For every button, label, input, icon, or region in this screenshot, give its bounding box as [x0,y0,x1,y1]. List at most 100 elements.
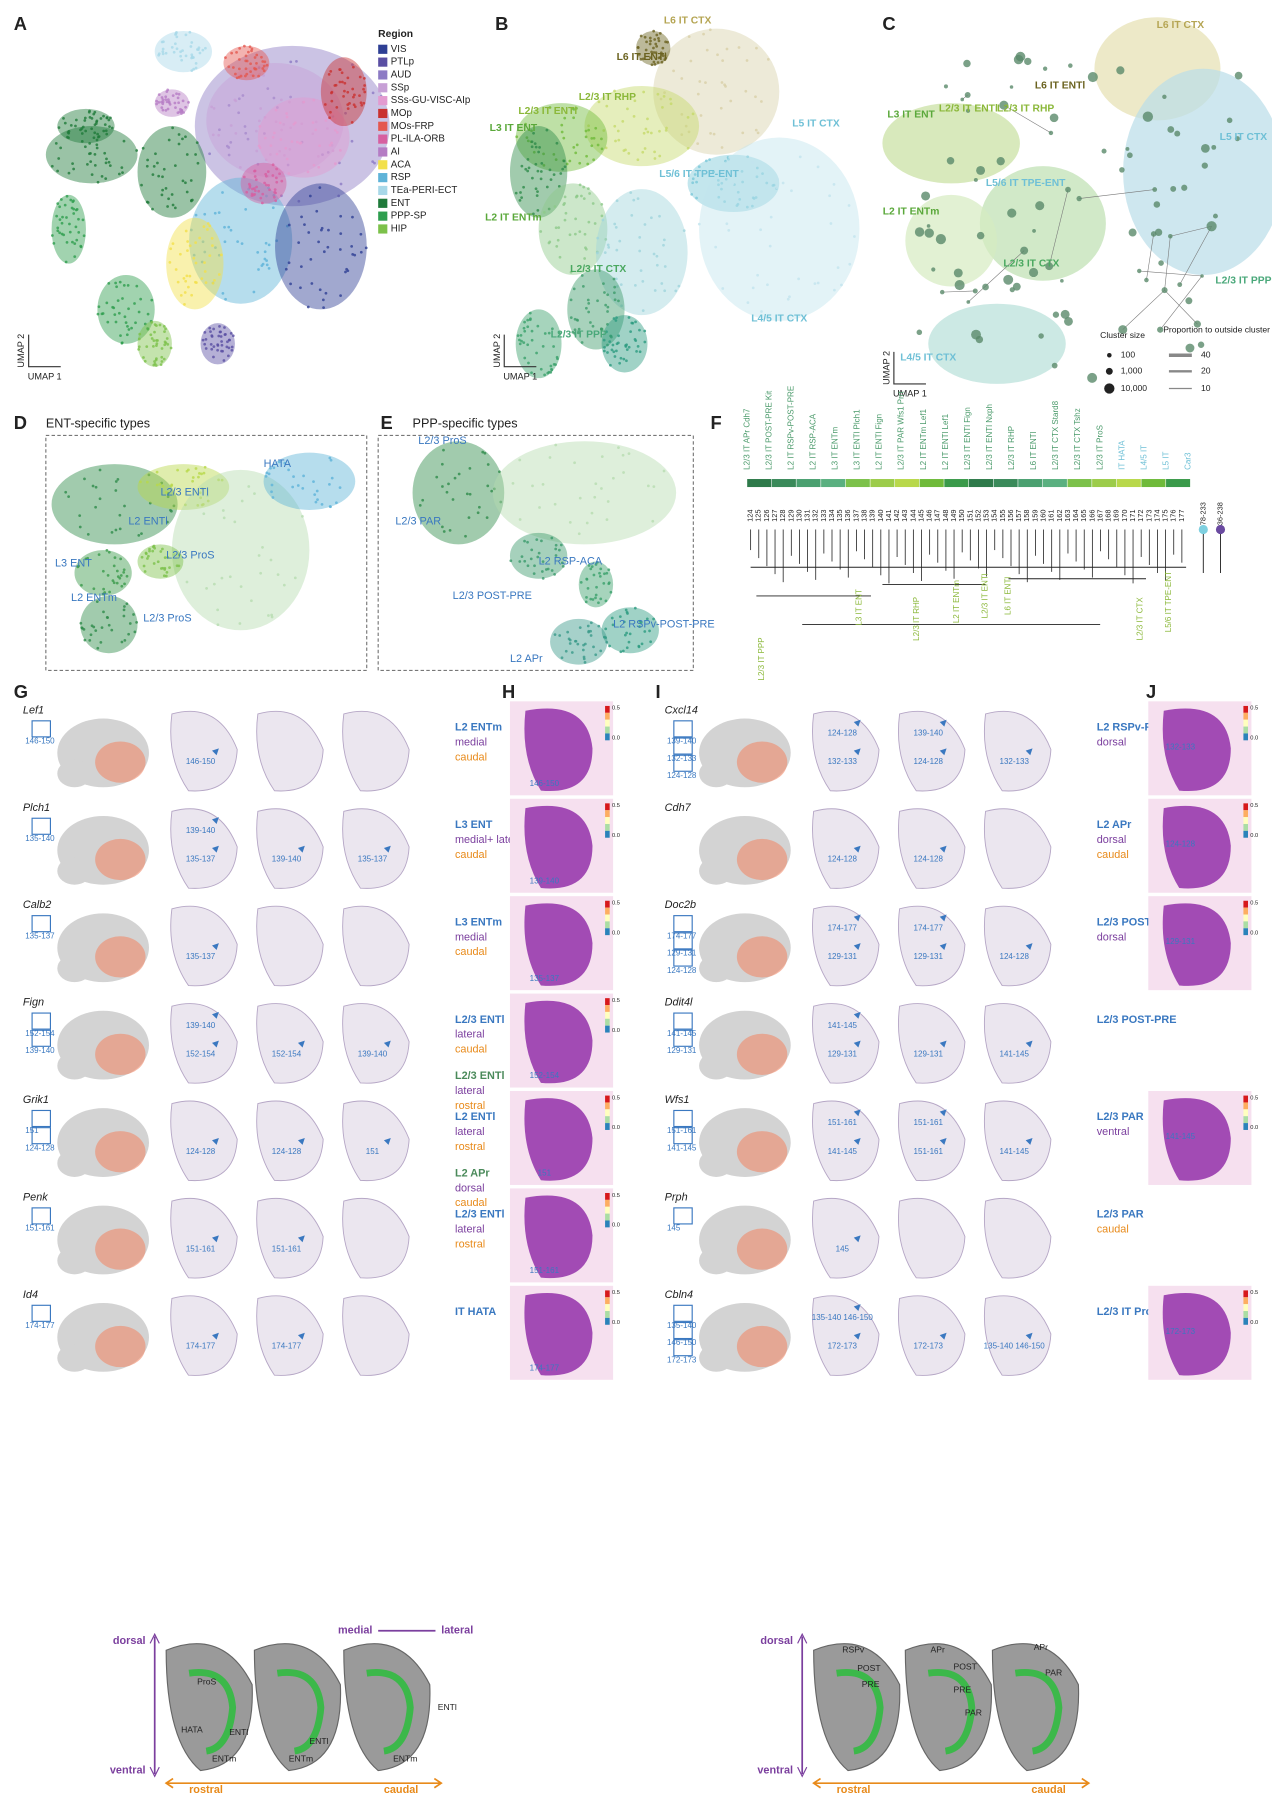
cell-dot [293,576,297,580]
legend-swatch [378,83,388,93]
cell-dot [342,95,345,98]
section-label: 152-154 [272,1049,302,1058]
highlight-box [673,1207,693,1225]
cell-dot [89,633,93,637]
cell-dot [135,149,139,152]
umap-axes [503,334,537,368]
cell-dot [206,499,210,503]
cell-dot [200,260,204,264]
cell-dot [541,482,545,486]
cell-dot [548,240,552,244]
cell-dot [105,157,108,161]
cell-dot [253,175,257,178]
cluster-cloud [137,126,207,218]
cell-dot [155,483,159,487]
edge [1170,225,1212,237]
cluster-number: 151 [965,509,974,521]
cluster-label: L6 IT CTX [1157,20,1205,31]
section-label: 124-128 [914,757,944,766]
cluster-node [982,283,989,291]
cell-dot [768,244,772,248]
gene-name: Plch1 [23,802,50,814]
cell-dot [634,284,637,287]
branch-label: L2 IT ENTm [952,580,961,623]
cell-dot [261,67,265,70]
cell-dot [284,267,288,271]
cell-dot [274,108,278,112]
cluster-node [976,231,985,240]
cell-dot [171,126,174,130]
cell-dot [209,342,213,346]
highlight-box [31,1127,51,1145]
cell-dot [340,71,344,75]
cell-dot [192,67,196,71]
cell-dot [550,368,554,372]
cell-dot [518,560,522,563]
cell-dot [257,554,261,557]
cell-dot [577,532,581,536]
cell-dot [611,623,615,627]
section-label: 139-140 [358,1049,388,1058]
cell-dot [190,53,194,57]
cell-dot [635,350,638,353]
cell-dot [227,146,231,149]
section-label: 152-154 [186,1049,216,1058]
cell-dot [518,342,522,346]
cell-dot [614,225,618,229]
cell-dot [111,579,115,582]
section-label: 151-161 [530,1266,560,1275]
cell-dot [263,250,267,254]
cell-dot [164,51,168,55]
cell-dot [648,36,652,40]
cell-dot [119,334,122,338]
cell-dot [316,498,319,501]
cell-dot [102,610,105,614]
cell-dot [181,49,184,52]
cell-dot [714,245,718,249]
cell-dot [153,323,157,327]
cell-dot [103,151,107,155]
cell-dot [203,270,207,273]
cell-dot [234,72,237,76]
cell-dot [539,177,543,181]
cell-dot [223,225,226,229]
cluster-number: 133 [819,509,828,521]
cell-dot [172,504,176,508]
cluster-number: 124 [746,509,755,521]
cluster-number: 127 [770,509,779,521]
cell-dot [250,49,253,53]
cell-dot [221,509,225,512]
cell-dot [201,338,205,342]
cell-dot [206,228,209,231]
type-header: L4/5 IT [1139,445,1148,470]
cell-dot [164,491,168,494]
cell-dot [786,297,790,301]
cell-dot [353,253,357,257]
cell-dot [253,169,257,173]
cell-dot [164,98,168,101]
cell-dot [585,577,589,581]
cluster-label: L3 ENT [55,558,92,570]
cell-dot [608,644,611,648]
cluster-node [1024,57,1032,66]
cell-dot [649,131,653,135]
cell-dot [338,68,342,71]
cell-dot [720,146,724,149]
cluster-node [1167,126,1175,133]
arrowhead [939,1109,947,1117]
cell-dot [568,233,572,237]
cell-dot [848,262,852,266]
cluster-label: 129-131 [667,949,697,958]
section-label: 132-133 [828,757,858,766]
cell-dot [554,443,558,447]
cluster-label: L6 IT CTX [664,15,712,26]
cell-dot [526,169,530,173]
cluster-label: L6 IT ENTl [617,52,667,63]
cluster-number: 167 [1095,509,1104,521]
colorbar [605,921,610,929]
cell-dot [160,96,164,99]
cell-dot [704,81,707,84]
ish-section [897,905,966,987]
cell-dot [600,147,604,151]
cell-dot [189,228,193,232]
